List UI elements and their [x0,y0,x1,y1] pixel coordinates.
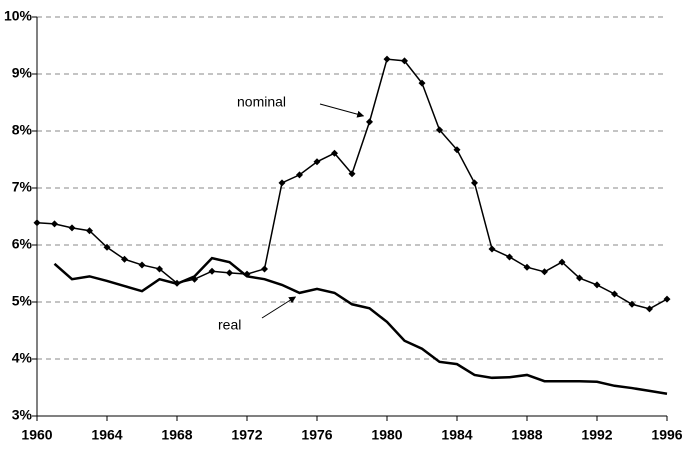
point-marker [138,261,146,269]
y-tick-label: 5% [12,293,33,309]
point-marker [541,268,548,276]
series-line [36,58,668,310]
point-marker [278,179,286,187]
point-marker [383,55,391,63]
point-marker [296,171,303,179]
x-tick-label: 1964 [91,427,122,443]
point-marker [68,224,76,232]
y-tick-label: 9% [12,65,33,81]
point-marker [453,146,461,154]
point-marker [33,219,41,227]
x-tick-label: 1972 [231,427,262,443]
point-marker [558,258,566,266]
series-annotation: real [218,317,241,333]
point-marker [611,290,618,298]
point-marker [86,227,93,235]
point-marker [226,269,233,277]
annotation-arrow [261,296,297,319]
point-marker [313,158,321,166]
x-tick-label: 1968 [161,427,192,443]
x-tick-label: 1960 [21,427,52,443]
y-tick-label: 6% [12,236,33,252]
point-marker [103,243,111,251]
x-tick-label: 1980 [371,427,402,443]
point-marker [51,220,58,228]
series-line [53,256,668,396]
x-tick-label: 1992 [581,427,612,443]
point-marker [436,126,443,134]
point-marker [576,274,583,282]
series-annotation: nominal [237,94,286,110]
y-tick-label: 10% [4,8,33,24]
point-marker [348,170,356,178]
y-tick-label: 8% [12,122,33,138]
point-marker [418,79,426,87]
point-marker [506,253,513,261]
point-marker [646,305,653,313]
y-tick-label: 3% [12,407,33,423]
point-marker [488,245,496,253]
point-marker [208,267,216,275]
point-marker [523,263,531,271]
point-marker [121,255,128,263]
point-marker [156,265,163,273]
point-marker [628,300,636,308]
point-marker [261,265,268,273]
annotation-arrow [319,103,365,118]
point-marker [663,295,671,303]
point-marker [366,118,373,126]
x-tick-label: 1976 [301,427,332,443]
x-tick-label: 1988 [511,427,542,443]
point-marker [331,149,338,157]
x-tick-label: 1996 [651,427,682,443]
x-tick-label: 1984 [441,427,472,443]
y-tick-label: 7% [12,179,33,195]
point-marker [471,179,478,187]
y-tick-label: 4% [12,350,33,366]
point-marker [401,57,408,65]
point-marker [593,281,601,289]
